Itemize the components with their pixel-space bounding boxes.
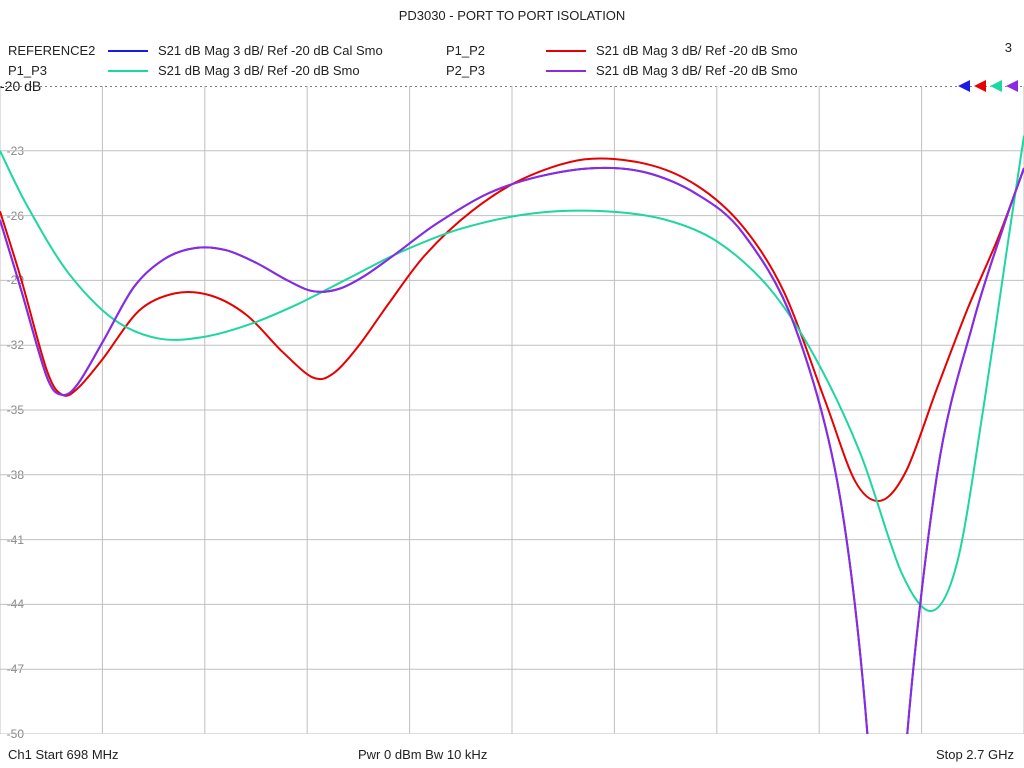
footer-stop-freq: Stop 2.7 GHz <box>682 747 1024 762</box>
legend-trace-name: P2_P3 <box>438 63 546 78</box>
legend-trace-name: P1_P3 <box>0 63 108 78</box>
marker-arrow-icon <box>974 80 986 92</box>
legend-trace-desc: S21 dB Mag 3 dB/ Ref -20 dB Smo <box>596 63 876 78</box>
footer-power-bw: Pwr 0 dBm Bw 10 kHz <box>358 747 682 762</box>
chart-title: PD3030 - PORT TO PORT ISOLATION <box>0 8 1024 23</box>
legend-trace-swatch <box>546 63 596 78</box>
marker-arrow-icon <box>958 80 970 92</box>
legend-trace-desc: S21 dB Mag 3 dB/ Ref -20 dB Cal Smo <box>158 43 438 58</box>
legend-trace-name: REFERENCE2 <box>0 43 108 58</box>
plot-area <box>0 86 1024 734</box>
chart-footer: Ch1 Start 698 MHz Pwr 0 dBm Bw 10 kHz St… <box>0 747 1024 762</box>
legend-trace-desc: S21 dB Mag 3 dB/ Ref -20 dB Smo <box>596 43 876 58</box>
marker-arrow-icon <box>1006 80 1018 92</box>
legend-trace-swatch <box>546 43 596 58</box>
chart-svg <box>0 86 1024 734</box>
legend-trace-desc: S21 dB Mag 3 dB/ Ref -20 dB Smo <box>158 63 438 78</box>
trace-marker-arrows <box>952 80 1022 92</box>
chart-legend: REFERENCE2 S21 dB Mag 3 dB/ Ref -20 dB Ca… <box>0 40 1024 80</box>
legend-trace-swatch <box>108 43 158 58</box>
legend-trace-name: P1_P2 <box>438 43 546 58</box>
footer-start-freq: Ch1 Start 698 MHz <box>0 747 358 762</box>
legend-trace-swatch <box>108 63 158 78</box>
legend-marker-index: 3 <box>1005 40 1012 55</box>
marker-arrow-icon <box>990 80 1002 92</box>
